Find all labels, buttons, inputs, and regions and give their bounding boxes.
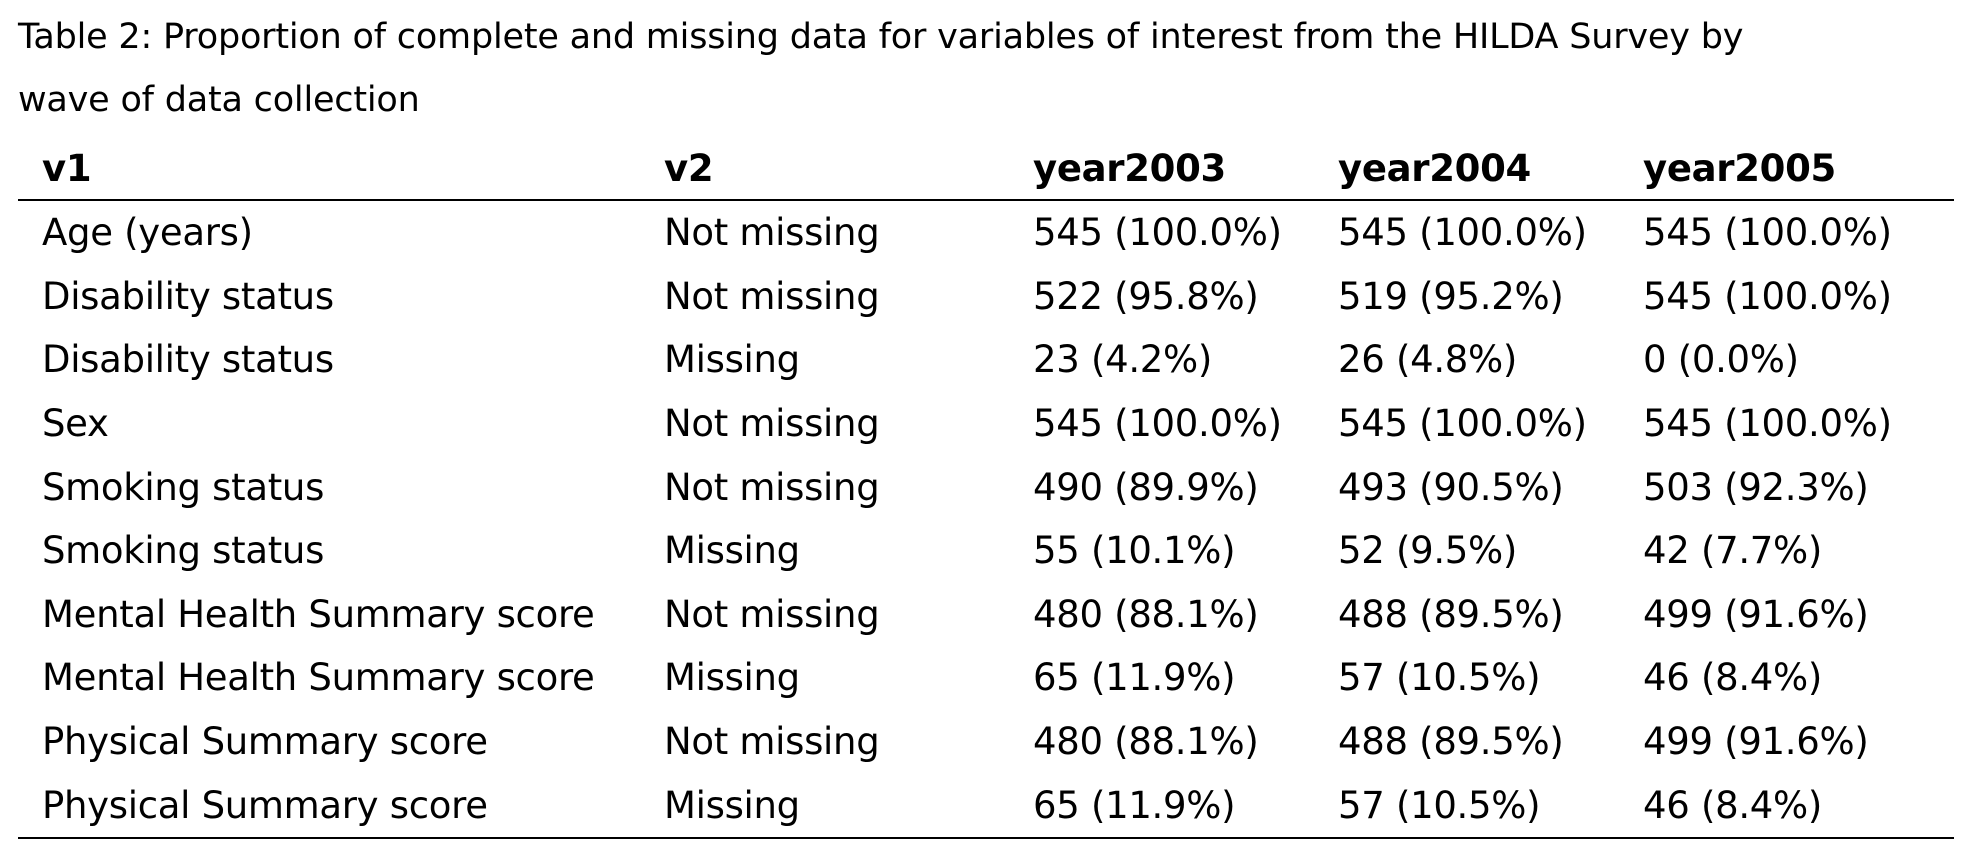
column-header-v1: v1 — [18, 137, 640, 201]
cell-year2003: 545 (100.0%) — [1033, 402, 1282, 446]
table-row: Physical Summary score Not missing 480 (… — [18, 710, 1954, 774]
cell-status: Not missing — [664, 402, 880, 446]
cell-variable: Mental Health Summary score — [42, 656, 595, 700]
cell-year2003: 522 (95.8%) — [1033, 274, 1259, 318]
cell-status: Not missing — [664, 592, 880, 636]
cell-year2003: 490 (89.9%) — [1033, 465, 1259, 509]
cell-year2005: 0 (0.0%) — [1643, 338, 1799, 382]
caption-line-1: Table 2: Proportion of complete and miss… — [18, 17, 1744, 57]
cell-year2004: 545 (100.0%) — [1338, 211, 1587, 255]
cell-year2004: 26 (4.8%) — [1338, 338, 1518, 382]
cell-variable: Mental Health Summary score — [42, 592, 595, 636]
table-header: v1 v2 year2003 year2004 year2005 — [18, 137, 1954, 201]
cell-status: Not missing — [664, 720, 880, 764]
cell-status: Not missing — [664, 465, 880, 509]
cell-year2005: 42 (7.7%) — [1643, 529, 1823, 573]
cell-year2004: 57 (10.5%) — [1314, 773, 1619, 839]
column-header-year2003: year2003 — [1009, 137, 1314, 201]
table-row: Sex Not missing 545 (100.0%) 545 (100.0%… — [18, 392, 1954, 456]
table-body: Age (years) Not missing 545 (100.0%) 545… — [18, 200, 1954, 839]
cell-year2004: 52 (9.5%) — [1338, 529, 1518, 573]
cell-year2005: 46 (8.4%) — [1643, 656, 1823, 700]
cell-variable: Age (years) — [42, 211, 253, 255]
cell-year2005: 545 (100.0%) — [1643, 274, 1892, 318]
cell-year2003: 65 (11.9%) — [1009, 773, 1314, 839]
table-row: Mental Health Summary score Not missing … — [18, 583, 1954, 647]
table-row: Smoking status Missing 55 (10.1%) 52 (9.… — [18, 519, 1954, 583]
cell-variable: Sex — [42, 402, 109, 446]
cell-status: Missing — [664, 338, 800, 382]
cell-year2004: 519 (95.2%) — [1338, 274, 1564, 318]
caption-line-2: wave of data collection — [18, 80, 420, 120]
cell-year2003: 480 (88.1%) — [1033, 592, 1259, 636]
cell-year2004: 488 (89.5%) — [1338, 720, 1564, 764]
cell-year2003: 23 (4.2%) — [1033, 338, 1213, 382]
cell-year2003: 480 (88.1%) — [1033, 720, 1259, 764]
cell-status: Not missing — [664, 274, 880, 318]
cell-year2005: 46 (8.4%) — [1619, 773, 1954, 839]
cell-year2005: 545 (100.0%) — [1643, 211, 1892, 255]
cell-variable: Disability status — [42, 338, 334, 382]
cell-variable: Physical Summary score — [18, 773, 640, 839]
column-header-year2005: year2005 — [1619, 137, 1954, 201]
table-row: Mental Health Summary score Missing 65 (… — [18, 646, 1954, 710]
cell-year2004: 488 (89.5%) — [1338, 592, 1564, 636]
cell-year2003: 65 (11.9%) — [1033, 656, 1236, 700]
table-row: Smoking status Not missing 490 (89.9%) 4… — [18, 455, 1954, 519]
header-row: v1 v2 year2003 year2004 year2005 — [18, 137, 1954, 201]
cell-status: Missing — [664, 656, 800, 700]
cell-year2003: 545 (100.0%) — [1033, 211, 1282, 255]
cell-year2004: 57 (10.5%) — [1338, 656, 1541, 700]
cell-year2004: 493 (90.5%) — [1338, 465, 1564, 509]
cell-year2005: 499 (91.6%) — [1643, 592, 1869, 636]
column-header-v2: v2 — [640, 137, 1009, 201]
table-row: Disability status Not missing 522 (95.8%… — [18, 265, 1954, 329]
cell-status: Missing — [664, 529, 800, 573]
missing-data-table: v1 v2 year2003 year2004 year2005 Age (ye… — [18, 137, 1954, 839]
cell-variable: Disability status — [42, 274, 334, 318]
cell-year2005: 545 (100.0%) — [1643, 402, 1892, 446]
table-row: Age (years) Not missing 545 (100.0%) 545… — [18, 200, 1954, 265]
table-row: Physical Summary score Missing 65 (11.9%… — [18, 773, 1954, 839]
cell-status: Not missing — [664, 211, 880, 255]
table-row: Disability status Missing 23 (4.2%) 26 (… — [18, 328, 1954, 392]
cell-year2003: 55 (10.1%) — [1033, 529, 1236, 573]
cell-year2005: 499 (91.6%) — [1643, 720, 1869, 764]
cell-variable: Smoking status — [42, 465, 325, 509]
table-caption: Table 2: Proportion of complete and miss… — [18, 6, 1938, 132]
column-header-year2004: year2004 — [1314, 137, 1619, 201]
cell-variable: Physical Summary score — [42, 720, 488, 764]
cell-year2005: 503 (92.3%) — [1643, 465, 1869, 509]
cell-status: Missing — [640, 773, 1009, 839]
cell-year2004: 545 (100.0%) — [1338, 402, 1587, 446]
cell-variable: Smoking status — [42, 529, 325, 573]
